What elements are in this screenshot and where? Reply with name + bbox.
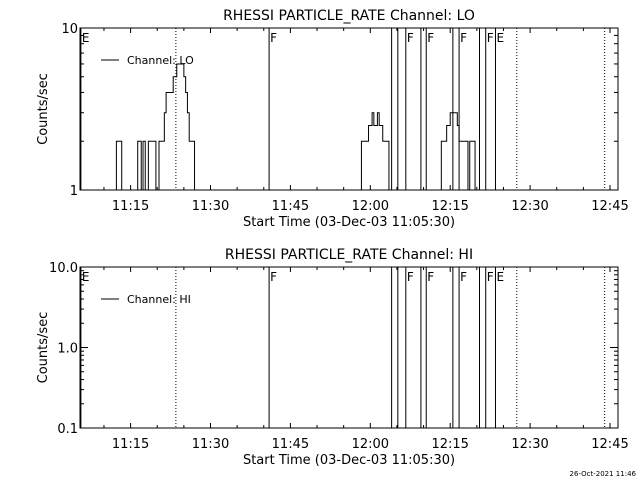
y-tick-label: 10.0 (49, 261, 78, 276)
flag-marker-label: F (460, 270, 467, 284)
x-tick-label: 12:45 (591, 437, 628, 452)
flag-marker-label: F (427, 31, 434, 45)
x-tick-label: 12:00 (352, 199, 389, 214)
x-tick-label: 12:15 (431, 199, 468, 214)
plot-frame (79, 266, 619, 429)
flag-marker-label: E (496, 31, 504, 45)
flag-marker-label: F (487, 31, 494, 45)
x-tick-label: 12:00 (352, 437, 389, 452)
x-tick-label: 11:30 (192, 199, 229, 214)
x-tick-label: 12:30 (511, 199, 548, 214)
x-axis-label: Start Time (03-Dec-03 11:05:30) (243, 215, 455, 230)
y-tick-label: 1 (70, 184, 78, 199)
x-tick-label: 12:45 (591, 199, 628, 214)
x-axis-label: Start Time (03-Dec-03 11:05:30) (243, 453, 455, 468)
y-axis-label: Counts/sec (36, 73, 51, 145)
y-axis-label: Counts/sec (36, 312, 51, 384)
x-tick-label: 12:30 (511, 437, 548, 452)
chart-title: RHESSI PARTICLE_RATE Channel: LO (223, 8, 475, 24)
flag-marker-label: F (407, 31, 414, 45)
plot-frame (79, 27, 619, 191)
x-tick-label: 12:15 (431, 437, 468, 452)
flag-marker-label: E (82, 270, 90, 284)
flag-marker-label: F (270, 31, 277, 45)
legend-label: Channel: HI (127, 293, 191, 306)
hi-channel-plot: RHESSI PARTICLE_RATE Channel: HI 11:15 11:… (36, 247, 629, 468)
flag-marker-label: E (496, 270, 504, 284)
chart-title: RHESSI PARTICLE_RATE Channel: HI (225, 247, 473, 263)
flag-marker-label: E (82, 31, 90, 45)
flag-marker-label: F (407, 270, 414, 284)
x-tick-label: 11:30 (192, 437, 229, 452)
y-tick-label: 1.0 (57, 342, 78, 357)
x-tick-label: 11:15 (112, 199, 149, 214)
y-tick-label: 0.1 (57, 422, 78, 437)
y-tick-label: 10 (61, 22, 78, 37)
lo-channel-plot: RHESSI PARTICLE_RATE Channel: LO 11:15 11:… (36, 8, 629, 230)
footer-timestamp: 26-Oct-2021 11:46 (570, 470, 637, 478)
flag-marker-label: F (270, 270, 277, 284)
flag-marker-label: F (487, 270, 494, 284)
series-line (114, 63, 476, 191)
flag-marker-label: F (460, 31, 467, 45)
legend-label: Channel: LO (127, 54, 194, 67)
flag-marker-label: F (427, 270, 434, 284)
x-tick-label: 11:45 (272, 199, 309, 214)
x-tick-label: 11:15 (112, 437, 149, 452)
x-tick-label: 11:45 (272, 437, 309, 452)
